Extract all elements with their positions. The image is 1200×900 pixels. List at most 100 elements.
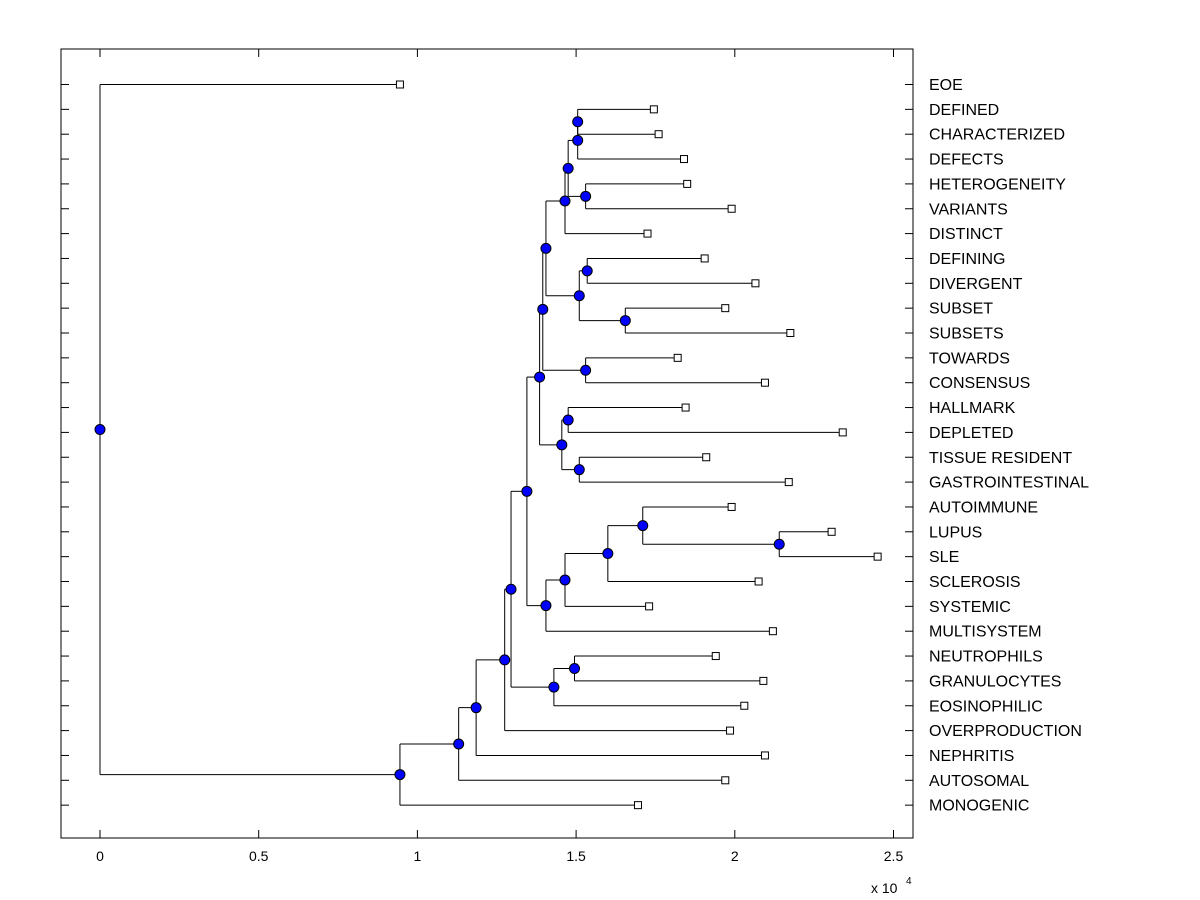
merge-node (773, 538, 785, 550)
merge-node (540, 242, 552, 254)
leaf-label: CONSENSUS (929, 375, 1030, 392)
leaf-label: EOSINOPHILIC (929, 698, 1043, 715)
y-ticks (61, 84, 913, 806)
merge-node (562, 162, 574, 174)
leaf-marker (721, 776, 730, 785)
leaf-marker (700, 254, 709, 263)
merge-node (537, 303, 549, 315)
leaf-label: MULTISYSTEM (929, 624, 1042, 641)
leaf-marker (643, 229, 652, 238)
leaf-markers (395, 80, 882, 810)
merge-nodes (94, 116, 785, 781)
merge-node (470, 702, 482, 714)
leaf-marker (721, 304, 730, 313)
merge-node (559, 574, 571, 586)
merge-node (580, 364, 592, 376)
merge-node (572, 134, 584, 146)
merge-node (569, 662, 581, 674)
leaf-label: GASTROINTESTINAL (929, 475, 1089, 492)
leaf-marker (633, 801, 642, 810)
merge-node (556, 439, 568, 451)
leaf-label: NEUTROPHILS (929, 649, 1043, 666)
leaf-label: CHARACTERIZED (929, 127, 1065, 144)
merge-node (548, 681, 560, 693)
merge-node (521, 485, 533, 497)
leaf-label: DEFECTS (929, 152, 1004, 169)
leaf-label: DISTINCT (929, 226, 1003, 243)
merge-node (619, 315, 631, 327)
x-tick-label: 0 (96, 848, 104, 864)
merge-node (581, 265, 593, 277)
leaf-label: EOE (929, 77, 963, 94)
leaf-label: AUTOSOMAL (929, 773, 1029, 790)
leaf-marker (759, 676, 768, 685)
leaf-marker (683, 179, 692, 188)
merge-node (453, 738, 465, 750)
leaf-label: SCLEROSIS (929, 574, 1021, 591)
leaf-marker (681, 403, 690, 412)
leaf-marker (768, 627, 777, 636)
leaf-label: TOWARDS (929, 350, 1010, 367)
leaf-marker (838, 428, 847, 437)
merge-node (499, 654, 511, 666)
merge-node (540, 600, 552, 612)
leaf-labels: EOE DEFINED CHARACTERIZED DEFECTS HETEROGENE… (929, 77, 1089, 815)
leaf-marker (727, 204, 736, 213)
leaf-label: LUPUS (929, 524, 982, 541)
leaf-label: HETEROGENEITY (929, 176, 1066, 193)
leaf-label: SUBSET (929, 301, 993, 318)
merge-node (505, 583, 517, 595)
leaf-label: OVERPRODUCTION (929, 723, 1082, 740)
leaf-marker (760, 378, 769, 387)
merge-node (562, 414, 574, 426)
leaf-marker (784, 478, 793, 487)
leaf-label: DEFINING (929, 251, 1005, 268)
x-scale-label: x 10 (871, 880, 898, 896)
leaf-marker (649, 105, 658, 114)
x-tick-label: 2.5 (884, 848, 904, 864)
x-tick-label: 2 (731, 848, 739, 864)
leaf-label: DEFINED (929, 102, 999, 119)
merge-node (573, 290, 585, 302)
leaf-marker (726, 726, 735, 735)
x-tick-label: 1.5 (566, 848, 586, 864)
leaf-label: SLE (929, 549, 959, 566)
merge-node (94, 424, 106, 436)
merge-node (394, 769, 406, 781)
leaf-marker (711, 652, 720, 661)
x-scale-exponent: 4 (906, 876, 912, 887)
x-tick-labels: 0 0.5 1 1.5 2 2.5 (96, 848, 903, 864)
leaf-marker (673, 353, 682, 362)
merge-node (572, 116, 584, 128)
leaf-label: DIVERGENT (929, 276, 1023, 293)
leaf-marker (395, 80, 404, 89)
merge-node (534, 371, 546, 383)
x-tick-label: 1 (414, 848, 422, 864)
leaf-label: SYSTEMIC (929, 599, 1011, 616)
leaf-label: NEPHRITIS (929, 748, 1014, 765)
leaf-marker (760, 751, 769, 760)
x-ticks (99, 49, 894, 838)
leaf-marker (740, 701, 749, 710)
merge-node (637, 520, 649, 532)
leaf-label: SUBSETS (929, 326, 1004, 343)
leaf-marker (727, 502, 736, 511)
leaf-marker (754, 577, 763, 586)
plot-frame (60, 48, 914, 839)
leaf-marker (827, 527, 836, 536)
leaf-label: DEPLETED (929, 425, 1013, 442)
leaf-marker (873, 552, 882, 561)
merge-node (559, 195, 571, 207)
leaf-label: GRANULOCYTES (929, 673, 1061, 690)
merge-node (602, 548, 614, 560)
leaf-marker (751, 279, 760, 288)
leaf-marker (786, 329, 795, 337)
leaf-label: AUTOIMMUNE (929, 499, 1038, 516)
merge-node (580, 190, 592, 202)
merge-node (573, 464, 585, 476)
leaf-marker (680, 155, 689, 164)
leaf-marker (702, 453, 711, 462)
x-tick-label: 0.5 (249, 848, 269, 864)
leaf-label: MONOGENIC (929, 798, 1029, 815)
